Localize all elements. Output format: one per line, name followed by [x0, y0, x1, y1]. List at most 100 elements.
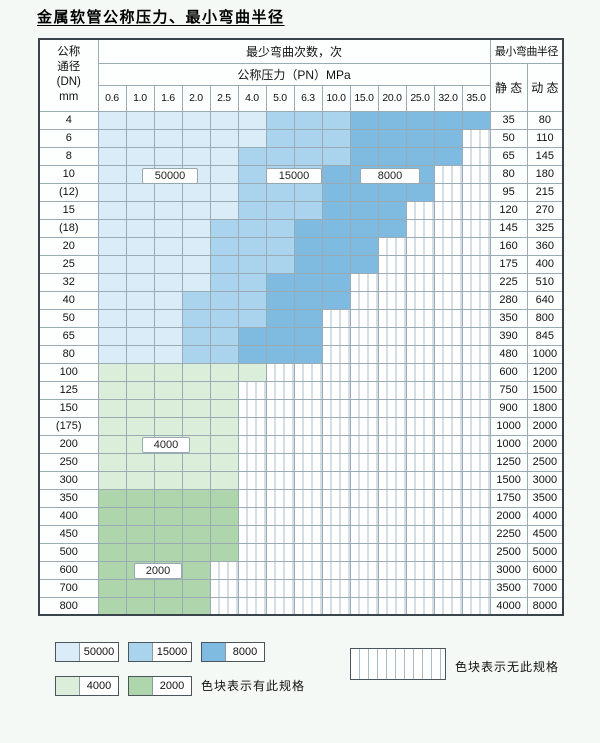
spec-cell — [293, 290, 323, 310]
no-spec-cell — [433, 452, 463, 472]
spec-cell — [293, 272, 323, 292]
no-spec-cell — [461, 506, 491, 526]
no-spec-cell — [321, 506, 351, 526]
table-row: 150 900 1800 — [38, 398, 564, 418]
static-radius-cell: 3500 — [489, 578, 528, 598]
no-spec-cell — [237, 434, 267, 454]
table-row: 500 2500 5000 — [38, 542, 564, 562]
spec-cell — [97, 416, 127, 436]
spec-cell — [153, 308, 183, 328]
no-spec-cell — [321, 452, 351, 472]
static-radius-cell: 900 — [489, 398, 528, 418]
spec-cell — [181, 236, 211, 256]
spec-cell — [209, 290, 239, 310]
no-spec-cell — [433, 308, 463, 328]
spec-cell — [321, 218, 351, 238]
spec-cell — [209, 452, 239, 472]
spec-cell — [153, 398, 183, 418]
dn-value-cell: 50 — [38, 308, 99, 328]
dn-value-cell: 800 — [38, 596, 99, 616]
no-spec-cell — [461, 524, 491, 544]
spec-cell — [237, 110, 267, 130]
has-spec-label: 色块表示有此规格 — [201, 679, 306, 693]
static-radius-cell: 65 — [489, 146, 528, 166]
no-spec-cell — [405, 470, 435, 490]
spec-cell — [125, 164, 155, 184]
spec-cell — [97, 344, 127, 364]
no-spec-cell — [461, 308, 491, 328]
spec-cell — [321, 182, 351, 202]
no-spec-cell — [405, 542, 435, 562]
spec-cell — [153, 380, 183, 400]
spec-cell — [153, 434, 183, 454]
dynamic-radius-cell: 800 — [526, 308, 564, 328]
spec-cell — [125, 380, 155, 400]
no-spec-cell — [377, 506, 407, 526]
legend-items-1: 50000 15000 8000 — [55, 642, 265, 662]
spec-cell — [237, 344, 267, 364]
spec-cell — [181, 272, 211, 292]
static-header: 静 态 — [489, 62, 528, 112]
spec-cell — [181, 470, 211, 490]
no-spec-cell — [461, 164, 491, 184]
no-spec-cell — [321, 542, 351, 562]
spec-cell — [209, 182, 239, 202]
no-spec-cell — [293, 506, 323, 526]
spec-cell — [377, 146, 407, 166]
spec-cell — [153, 416, 183, 436]
spec-cell — [293, 164, 323, 184]
no-spec-cell — [405, 434, 435, 454]
spec-cell — [265, 200, 295, 220]
legend-cycle-value: 15000 — [156, 646, 188, 658]
spec-cell — [125, 506, 155, 526]
spec-cell — [321, 290, 351, 310]
spec-cell — [125, 524, 155, 544]
no-spec-cell — [433, 416, 463, 436]
no-spec-cell — [265, 362, 295, 382]
no-spec-cell — [405, 524, 435, 544]
spec-cell — [405, 110, 435, 130]
spec-cell — [181, 290, 211, 310]
spec-cell — [125, 452, 155, 472]
no-spec-cell — [349, 326, 379, 346]
dynamic-radius-cell: 400 — [526, 254, 564, 274]
no-spec-label: 色块表示无此规格 — [455, 660, 560, 674]
spec-cell — [349, 164, 379, 184]
no-spec-cell — [293, 596, 323, 616]
legend-item: 2000 — [128, 676, 192, 696]
table-row: 4 35 80 — [38, 110, 564, 130]
spec-cell — [97, 542, 127, 562]
no-spec-cell — [377, 560, 407, 580]
no-spec-cell — [293, 470, 323, 490]
spec-cell — [321, 272, 351, 292]
spec-cell — [265, 146, 295, 166]
spec-cell — [321, 128, 351, 148]
page-title: 金属软管公称压力、最小弯曲半径 — [37, 9, 285, 26]
no-spec-cell — [433, 344, 463, 364]
no-spec-cell — [265, 596, 295, 616]
header-row-2: 公称压力（PN）MPa 静 态 动 态 — [39, 62, 564, 112]
spec-cell — [377, 128, 407, 148]
pressure-value-header: 0.6 — [97, 84, 127, 112]
spec-cell — [181, 434, 211, 454]
spec-cell — [125, 398, 155, 418]
spec-cell — [433, 110, 463, 130]
no-spec-cell — [405, 398, 435, 418]
static-radius-cell: 350 — [489, 308, 528, 328]
no-spec-cell — [433, 290, 463, 310]
spec-cell — [153, 146, 183, 166]
no-spec-cell — [349, 506, 379, 526]
no-spec-cell — [349, 362, 379, 382]
no-spec-cell — [377, 434, 407, 454]
no-spec-cell — [349, 524, 379, 544]
dn-header: 公称 通径 (DN) mm — [38, 38, 99, 112]
spec-cell — [97, 524, 127, 544]
no-spec-cell — [349, 308, 379, 328]
dn-value-cell: 32 — [38, 272, 99, 292]
spec-cell — [125, 488, 155, 508]
no-spec-cell — [405, 254, 435, 274]
spec-cell — [209, 272, 239, 292]
spec-cell — [153, 182, 183, 202]
dynamic-radius-cell: 4500 — [526, 524, 564, 544]
